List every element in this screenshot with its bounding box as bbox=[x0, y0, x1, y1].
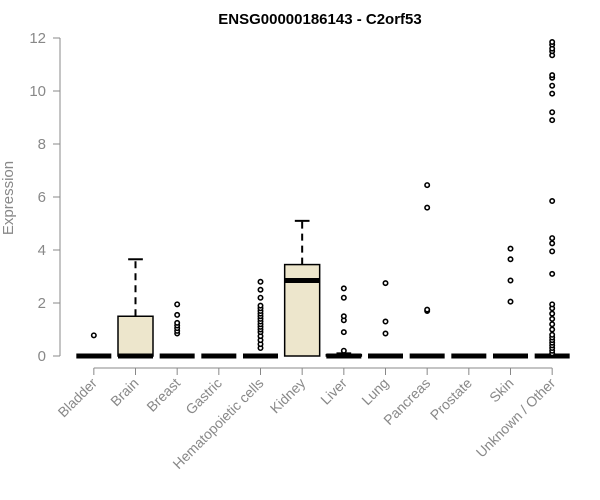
box-skin bbox=[493, 245, 528, 359]
box-pancreas bbox=[409, 182, 445, 359]
outlier-point bbox=[340, 294, 347, 301]
x-tick-label: Liver bbox=[317, 375, 350, 408]
outlier-point bbox=[340, 347, 347, 354]
box-body bbox=[117, 315, 154, 357]
outlier-point bbox=[549, 248, 556, 255]
y-tick-label: 0 bbox=[38, 348, 46, 365]
y-tick-label: 12 bbox=[29, 30, 46, 47]
y-tick-label: 8 bbox=[38, 136, 46, 153]
outlier-point bbox=[549, 331, 556, 338]
outlier-point bbox=[340, 313, 347, 320]
box-unknown-other bbox=[534, 38, 570, 359]
box-group bbox=[76, 38, 570, 359]
x-tick-label: Bladder bbox=[55, 375, 101, 421]
outlier-point bbox=[549, 109, 556, 116]
box-breast bbox=[159, 301, 195, 359]
outlier-point bbox=[507, 277, 514, 284]
outlier-point bbox=[549, 197, 556, 204]
y-tick-label: 10 bbox=[29, 83, 46, 100]
outlier-point bbox=[549, 301, 556, 308]
y-tick-label: 2 bbox=[38, 295, 46, 312]
outlier-point bbox=[90, 332, 97, 339]
outlier-point bbox=[424, 306, 431, 313]
outlier-point bbox=[549, 38, 556, 45]
outlier-point bbox=[549, 270, 556, 277]
outlier-point bbox=[382, 280, 389, 287]
outlier-point bbox=[174, 301, 181, 308]
outlier-point bbox=[507, 298, 514, 305]
outlier-point bbox=[507, 245, 514, 252]
chart-title: ENSG00000186143 - C2orf53 bbox=[218, 11, 421, 28]
outlier-point bbox=[549, 315, 556, 322]
outlier-point bbox=[424, 204, 431, 211]
outlier-point bbox=[507, 256, 514, 263]
y-tick-label: 6 bbox=[38, 189, 46, 206]
outlier-point bbox=[424, 182, 431, 189]
x-tick-label: Kidney bbox=[267, 375, 309, 417]
outlier-point bbox=[549, 72, 556, 79]
outlier-point bbox=[549, 117, 556, 124]
outlier-point bbox=[382, 318, 389, 325]
box-liver bbox=[325, 285, 363, 359]
outlier-point bbox=[257, 286, 264, 293]
outlier-point bbox=[340, 285, 347, 292]
box-hematopoietic-cells bbox=[243, 278, 278, 359]
outlier-point bbox=[549, 82, 556, 89]
outlier-point bbox=[549, 326, 556, 333]
outlier-point bbox=[174, 319, 181, 326]
x-tick-label: Skin bbox=[486, 375, 517, 406]
outlier-point bbox=[340, 329, 347, 336]
y-tick-label: 4 bbox=[38, 242, 46, 259]
outlier-point bbox=[549, 240, 556, 247]
y-axis-label: Expression bbox=[0, 161, 17, 235]
outlier-point bbox=[549, 310, 556, 317]
outlier-point bbox=[549, 90, 556, 97]
outlier-point bbox=[174, 311, 181, 318]
box-lung bbox=[368, 280, 403, 359]
y-axis: 0 2 4 6 8 10 12 bbox=[29, 30, 61, 365]
outlier-point bbox=[257, 278, 264, 285]
outlier-point bbox=[257, 294, 264, 301]
x-tick-label: Breast bbox=[143, 375, 183, 415]
outlier-point bbox=[549, 235, 556, 242]
outlier-point bbox=[382, 330, 389, 337]
outlier-point bbox=[549, 321, 556, 328]
x-tick-label: Prostate bbox=[427, 375, 475, 423]
box-bladder bbox=[76, 332, 112, 359]
x-tick-label: Unknown / Other bbox=[473, 375, 559, 461]
x-tick-label: Lung bbox=[358, 375, 391, 408]
x-tick-label: Brain bbox=[107, 375, 141, 409]
box-brain bbox=[117, 258, 154, 359]
outlier-point bbox=[257, 302, 264, 309]
box-kidney bbox=[283, 219, 321, 357]
